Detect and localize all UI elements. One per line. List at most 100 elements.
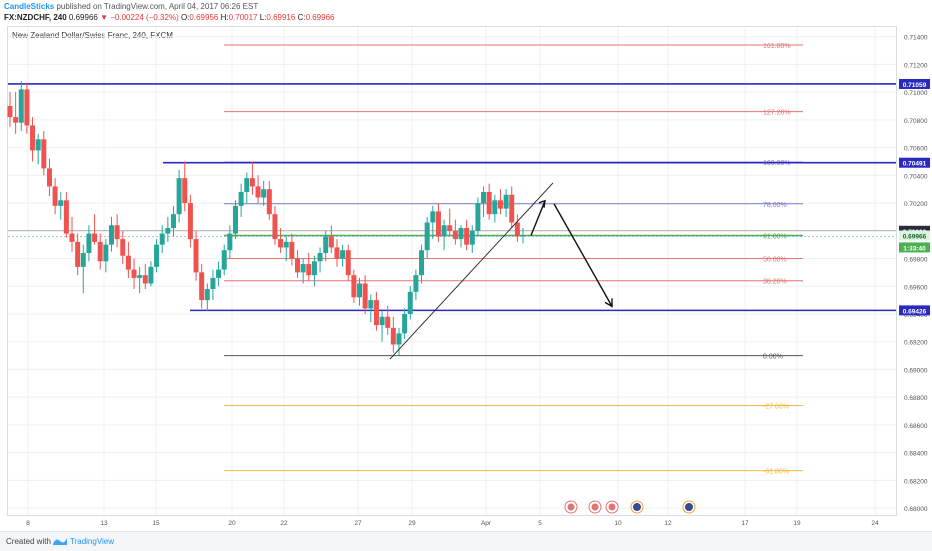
candle <box>390 316 396 353</box>
candle-body <box>458 228 464 240</box>
candle-body <box>520 234 526 237</box>
candle-body <box>261 189 267 198</box>
candle-body <box>154 244 160 267</box>
candle <box>216 261 222 287</box>
author-name[interactable]: CandleSticks <box>4 2 55 11</box>
candle <box>176 169 182 223</box>
candle <box>46 158 52 197</box>
candle-body <box>351 275 357 298</box>
event-icon-dot <box>591 503 599 511</box>
event-icon-1[interactable] <box>564 500 578 514</box>
candle-body <box>41 139 47 169</box>
y-tick-label: 0.70200 <box>904 201 928 208</box>
candle <box>481 186 487 217</box>
candle-body <box>30 125 36 151</box>
event-icon-4[interactable] <box>630 500 644 514</box>
candle-body <box>441 225 447 237</box>
candle <box>92 214 98 245</box>
candle-body <box>447 225 453 231</box>
candle <box>323 230 329 262</box>
candle <box>475 197 481 237</box>
candle <box>30 117 36 162</box>
candle <box>379 311 385 342</box>
fib-level-label: 61.80% <box>763 234 787 241</box>
chart-title: New Zealand Dollar/Swiss Franc, 240, FXC… <box>12 31 173 40</box>
candle-body <box>430 211 436 223</box>
event-icon-3[interactable] <box>605 500 619 514</box>
candle-body <box>362 283 368 309</box>
candle <box>137 266 143 294</box>
candle-body <box>452 230 458 240</box>
candle-body <box>216 269 222 278</box>
candle <box>368 294 374 323</box>
candle-body <box>204 289 210 301</box>
candle-body <box>300 264 306 273</box>
candle <box>295 250 301 278</box>
candle <box>120 230 126 265</box>
candle <box>509 186 515 229</box>
chart-canvas[interactable]: New Zealand Dollar/Swiss Franc, 240, FXC… <box>0 0 932 530</box>
up-arrow-line <box>530 200 546 236</box>
candle <box>447 208 453 237</box>
candle <box>419 244 425 284</box>
x-tick-label: 17 <box>741 520 749 527</box>
candle-body <box>24 89 30 126</box>
candle-body <box>373 300 379 326</box>
candle <box>13 92 19 134</box>
price-tag-box <box>899 157 930 168</box>
candle-body <box>58 200 64 206</box>
candle <box>221 244 227 276</box>
tradingview-brand[interactable]: TradingView <box>70 537 115 546</box>
candle <box>41 130 47 176</box>
event-icon-5[interactable] <box>682 500 696 514</box>
x-tick-label: 8 <box>26 520 30 527</box>
event-icon-2[interactable] <box>588 500 602 514</box>
candle <box>187 194 193 248</box>
candle <box>402 308 408 339</box>
candle <box>430 205 436 240</box>
candle <box>204 283 210 312</box>
candle <box>340 244 346 267</box>
candle-body <box>481 191 487 204</box>
candle-body <box>148 266 154 284</box>
candle <box>75 233 81 276</box>
candle-body <box>120 239 126 256</box>
close-label: C: <box>297 13 306 22</box>
fib-level-label: 38.20% <box>763 279 787 286</box>
candle <box>24 82 30 134</box>
y-tick-label: 0.71000 <box>904 90 928 97</box>
y-tick-label: 0.68000 <box>904 506 928 513</box>
candle <box>469 225 475 253</box>
y-tick-label: 0.68600 <box>904 423 928 430</box>
candle-body <box>514 222 520 237</box>
x-tick-label: 13 <box>100 520 108 527</box>
candle <box>373 291 379 331</box>
candle-body <box>46 168 52 187</box>
candle <box>345 244 351 281</box>
candle-body <box>199 272 205 301</box>
candle-body <box>80 252 86 267</box>
down-arrow-line <box>553 203 613 307</box>
x-tick-label: Apr <box>481 520 492 527</box>
candle-body <box>159 233 165 245</box>
candle-body <box>187 203 193 240</box>
candle <box>97 233 103 270</box>
candle <box>514 214 520 242</box>
candle-body <box>232 205 238 234</box>
candle <box>227 225 233 259</box>
fib-level-label: 50.00% <box>763 257 787 264</box>
y-tick-label: 0.68400 <box>904 451 928 458</box>
chart-frame[interactable] <box>7 26 897 516</box>
candle <box>486 183 492 220</box>
event-icon-dot <box>608 503 616 511</box>
candle <box>464 219 470 251</box>
candle <box>278 228 284 253</box>
candle-body <box>379 316 385 326</box>
candle <box>86 225 92 262</box>
candle <box>159 225 165 253</box>
low-value: 0.69916 <box>266 13 296 22</box>
candle-body <box>340 250 346 259</box>
fib-level-label: 127.20% <box>763 110 791 117</box>
candle <box>69 216 75 252</box>
trend-line <box>389 182 554 360</box>
